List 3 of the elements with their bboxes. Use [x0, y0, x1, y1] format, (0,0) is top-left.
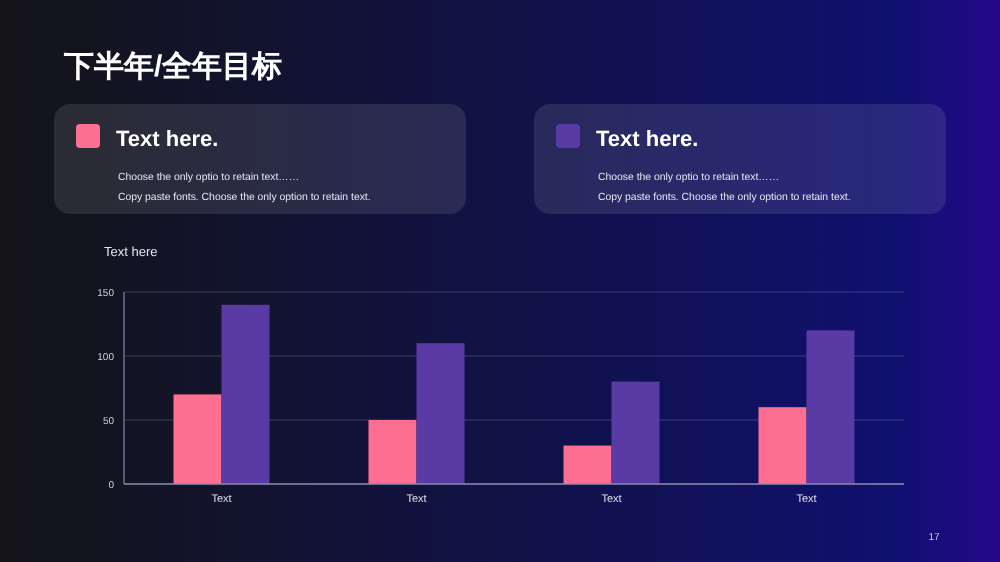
legend-label: Text here.: [596, 128, 699, 152]
title: 下半年/全年目标: [64, 50, 283, 84]
legend-label: Text here.: [116, 128, 219, 152]
